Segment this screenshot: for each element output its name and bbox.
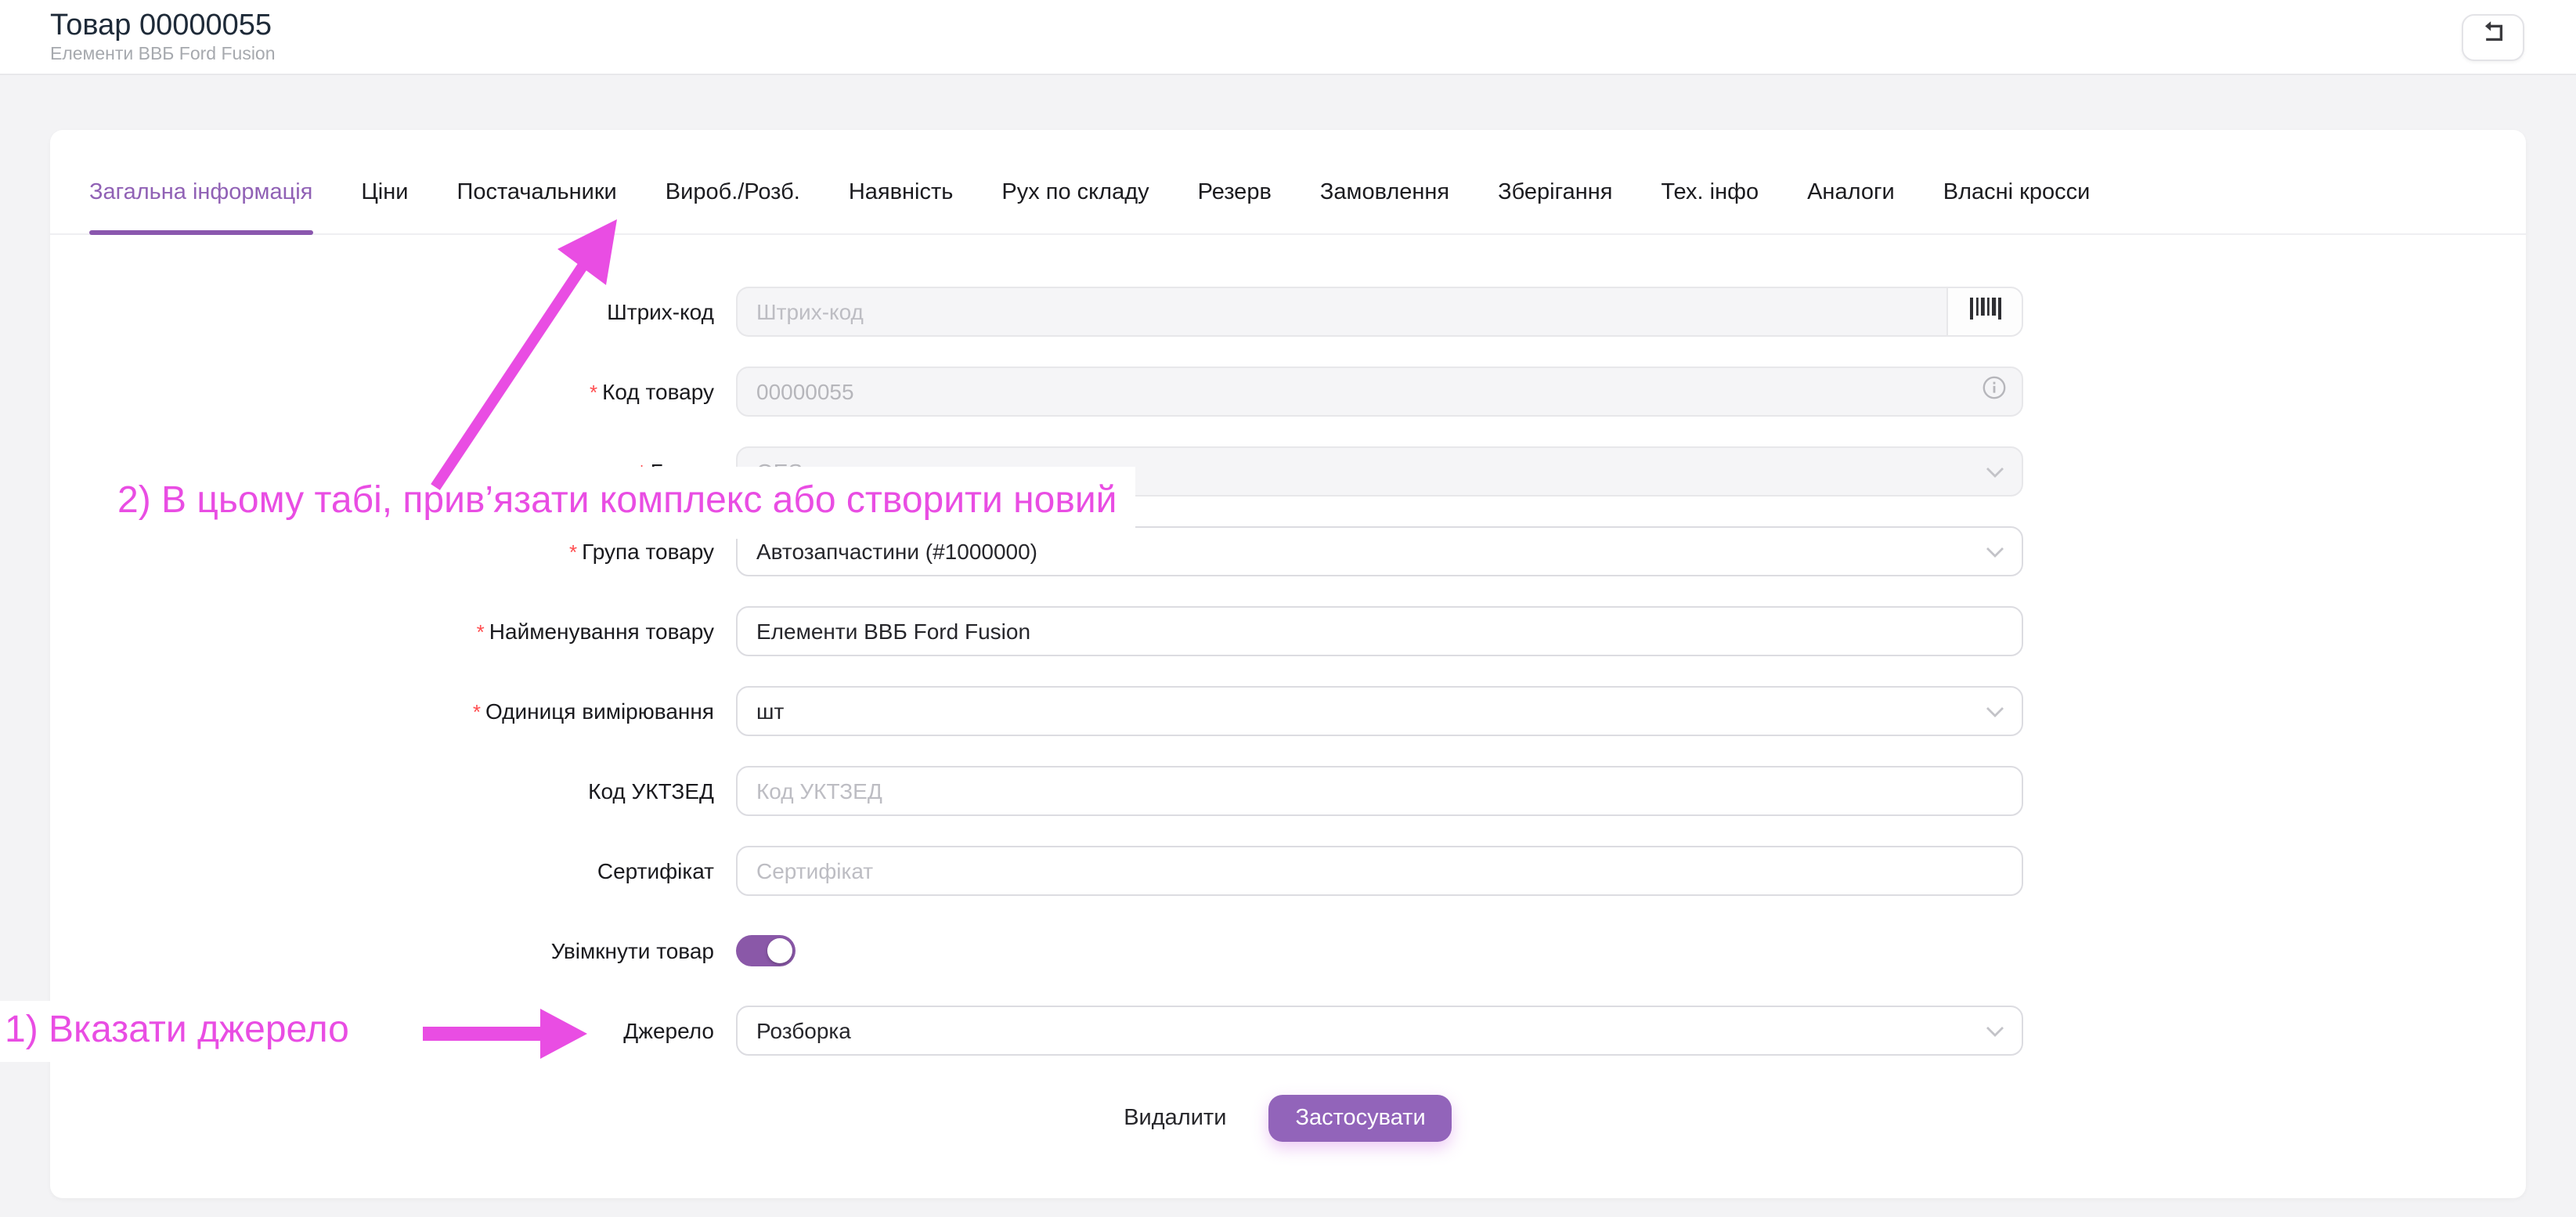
tab-general-info[interactable]: Загальна інформація (89, 177, 312, 235)
return-arrow-icon (2477, 19, 2509, 55)
uktzed-row: Код УКТЗЕД (50, 766, 2526, 816)
enable-product-label: Увімкнути товар (550, 938, 714, 963)
certificate-row: Сертифікат (50, 846, 2526, 896)
product-name-input[interactable] (736, 606, 2023, 656)
unit-label: * Одиниця вимірювання (472, 698, 714, 723)
certificate-input[interactable] (736, 846, 2023, 896)
enable-product-toggle[interactable] (736, 935, 796, 966)
certificate-label: Сертифікат (597, 858, 714, 883)
tab-storage[interactable]: Зберігання (1498, 180, 1613, 205)
barcode-input[interactable] (736, 287, 1946, 337)
tab-bar: Загальна інформація Ціни Постачальники В… (50, 130, 2526, 235)
barcode-label: Штрих-код (607, 299, 714, 324)
tab-own-crosses[interactable]: Власні кросси (1943, 180, 2091, 205)
delete-button[interactable]: Видалити (1124, 1106, 1227, 1131)
info-circle-icon[interactable] (1983, 376, 2006, 407)
tab-analogs[interactable]: Аналоги (1807, 180, 1895, 205)
product-card: Загальна інформація Ціни Постачальники В… (50, 130, 2526, 1198)
required-mark: * (590, 380, 598, 403)
tab-suppliers[interactable]: Постачальники (456, 180, 617, 205)
tab-availability[interactable]: Наявність (848, 180, 954, 205)
tab-prices[interactable]: Ціни (361, 180, 409, 205)
product-group-label: * Група товару (569, 538, 714, 563)
title-block: Товар 00000055 Елементи ВВБ Ford Fusion (50, 9, 276, 65)
source-row: Джерело Розборка (50, 1006, 2526, 1056)
top-bar: Товар 00000055 Елементи ВВБ Ford Fusion (0, 0, 2576, 75)
tab-reserve[interactable]: Резерв (1197, 180, 1272, 205)
product-name-row: * Найменування товару (50, 606, 2526, 656)
barcode-icon (1968, 295, 2002, 328)
product-form: Штрих-код (50, 235, 2526, 1142)
source-select[interactable]: Розборка (736, 1006, 2023, 1056)
annotation-step1: 1) Вказати джерело (0, 1001, 365, 1062)
scan-barcode-button[interactable] (1946, 287, 2023, 337)
source-label: Джерело (623, 1018, 714, 1043)
product-name-label: * Найменування товару (476, 618, 714, 643)
product-code-row: * Код товару (50, 367, 2526, 417)
tab-tech-info[interactable]: Тех. інфо (1661, 180, 1759, 205)
back-button[interactable] (2462, 13, 2524, 60)
uktzed-label: Код УКТЗЕД (588, 778, 714, 804)
unit-row: * Одиниця вимірювання шт (50, 686, 2526, 736)
product-code-label: * Код товару (590, 378, 714, 403)
tab-orders[interactable]: Замовлення (1319, 180, 1450, 205)
required-mark: * (476, 619, 485, 643)
form-footer: Видалити Застосувати (50, 1095, 2526, 1142)
page-title: Товар 00000055 (50, 9, 272, 42)
uktzed-input[interactable] (736, 766, 2023, 816)
toggle-knob (767, 938, 792, 963)
barcode-row: Штрих-код (50, 287, 2526, 337)
tab-prod-disasm[interactable]: Вироб./Розб. (665, 180, 800, 205)
product-code-input[interactable] (736, 367, 2023, 417)
required-mark: * (472, 699, 481, 723)
annotation-step2: 2) В цьому табі, прив’язати комплекс або… (100, 467, 1136, 539)
apply-button[interactable]: Застосувати (1268, 1095, 1452, 1142)
required-mark: * (569, 540, 578, 563)
page-subtitle: Елементи ВВБ Ford Fusion (50, 45, 276, 63)
tab-stock-movement[interactable]: Рух по складу (1001, 180, 1149, 205)
unit-select[interactable]: шт (736, 686, 2023, 736)
enable-product-row: Увімкнути товар (50, 926, 2526, 976)
